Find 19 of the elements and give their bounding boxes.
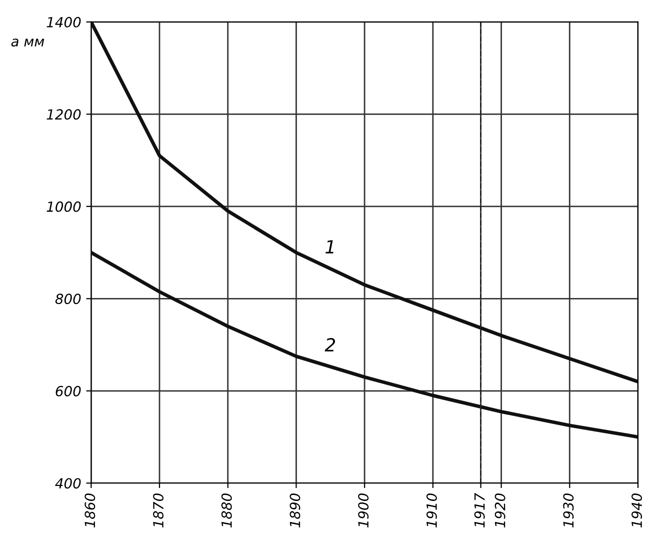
x-tick-label: 1930 [563, 494, 574, 528]
x-tick-label: 1870 [153, 494, 164, 528]
x-tick-label: 1860 [84, 494, 96, 528]
x-tick-label: 1920 [494, 494, 506, 528]
y-tick-label: 600 [56, 386, 81, 396]
y-axis-title: a мм [11, 38, 44, 47]
x-tick-label: 1900 [358, 494, 369, 528]
y-tick-label: 400 [55, 478, 81, 489]
x-tick-label: 1890 [290, 494, 300, 528]
y-tick-label: 800 [55, 294, 81, 304]
series-label: 2 [324, 338, 336, 352]
y-tick-label: 1400 [46, 16, 81, 28]
y-tick-label: 1000 [46, 201, 81, 212]
x-tick-label: 1917 [474, 492, 485, 528]
y-tick-label: 1200 [46, 109, 81, 120]
x-tick-label: 1940 [632, 494, 642, 528]
x-tick-label: 1910 [426, 494, 437, 528]
x-tick-label: 1880 [221, 494, 232, 528]
series-label: 1 [326, 240, 334, 254]
